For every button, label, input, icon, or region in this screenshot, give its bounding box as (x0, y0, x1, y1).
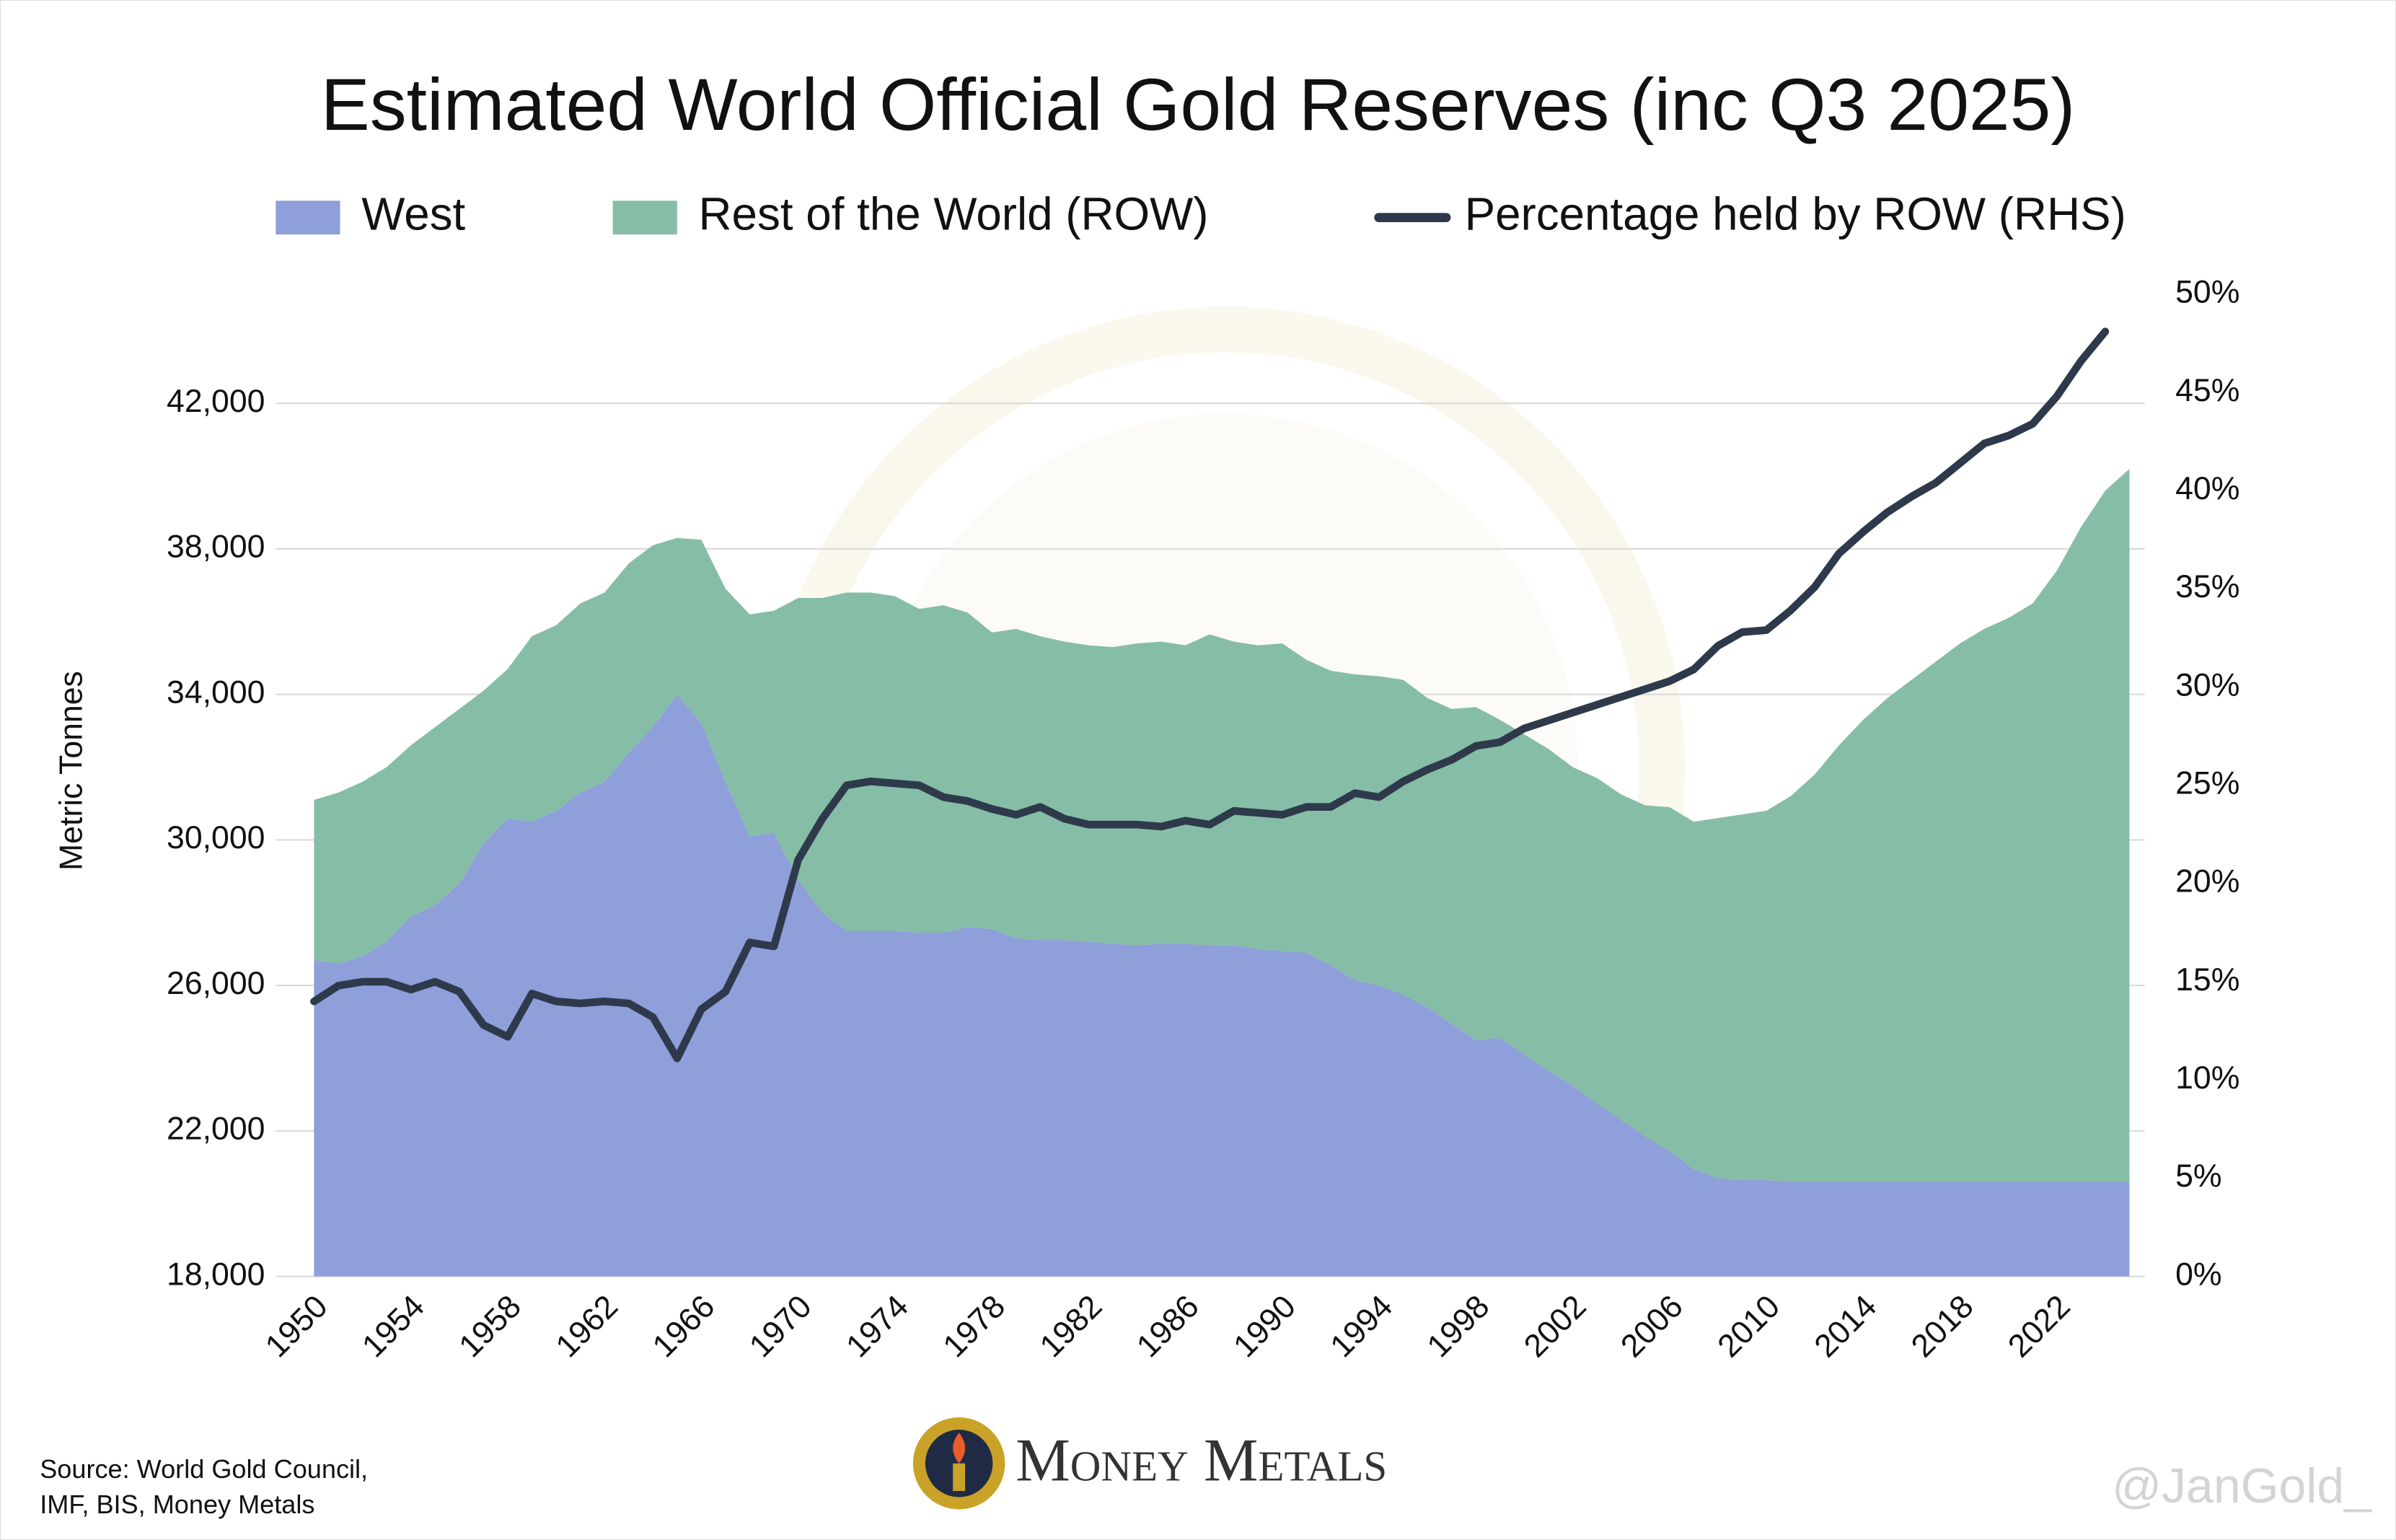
area (314, 468, 2130, 1182)
legend-swatch (612, 201, 677, 235)
y2-tick-label: 20% (2175, 864, 2239, 899)
source-text: Source: World Gold Council, (40, 1454, 368, 1484)
line (310, 327, 2110, 1062)
y-tick-label: 42,000 (167, 384, 265, 419)
y-axis-label: Metric Tonnes (54, 671, 89, 871)
source-text: IMF, BIS, Money Metals (40, 1490, 314, 1519)
y2-tick-label: 40% (2175, 471, 2239, 506)
logo-text: Money Metals (1016, 1427, 1387, 1495)
y2-tick-label: 50% (2175, 275, 2239, 310)
y-tick-label: 18,000 (167, 1257, 265, 1292)
y2-tick-label: 35% (2175, 569, 2239, 604)
logo-badge (912, 1417, 1005, 1510)
watermark-text: @JanGold_ (2112, 1458, 2372, 1513)
y-tick-label: 30,000 (167, 820, 265, 855)
areas (314, 468, 2130, 1277)
y2-tick-label: 30% (2175, 667, 2239, 703)
y2-tick-label: 25% (2175, 766, 2239, 801)
legend-swatch (276, 201, 340, 235)
legend-label: Percentage held by ROW (RHS) (1465, 188, 2126, 239)
area (314, 694, 2130, 1277)
y-tick-label: 22,000 (167, 1112, 265, 1147)
y2-tick-label: 15% (2175, 962, 2239, 998)
y2-tick-label: 0% (2175, 1257, 2221, 1292)
y-tick-label: 38,000 (167, 529, 265, 565)
legend-label: Rest of the World (ROW) (699, 188, 1209, 239)
y2-tick-label: 45% (2175, 373, 2239, 408)
y2-tick-label: 10% (2175, 1060, 2239, 1096)
legend-label: West (361, 188, 465, 239)
y-tick-label: 34,000 (167, 674, 265, 710)
y-tick-label: 26,000 (167, 966, 265, 1001)
y2-tick-label: 5% (2175, 1158, 2221, 1194)
chart-title: Estimated World Official Gold Reserves (… (321, 63, 2076, 146)
